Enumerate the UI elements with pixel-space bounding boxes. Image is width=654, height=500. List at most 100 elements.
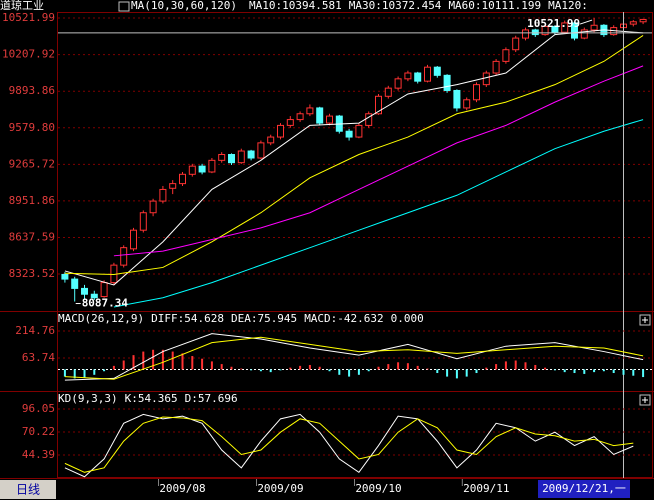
macd-bar xyxy=(387,364,390,370)
macd-bar xyxy=(73,369,76,379)
candle-body xyxy=(571,22,578,39)
macd-bar xyxy=(504,361,507,370)
macd-bar xyxy=(269,369,272,373)
macd-bar xyxy=(93,369,96,375)
candle-body xyxy=(228,154,235,164)
legend-entry: MACD:-42.632 xyxy=(304,312,383,325)
y-tick-label: 63.74 xyxy=(22,351,55,364)
macd-bar xyxy=(103,369,106,372)
candle-body xyxy=(90,293,98,299)
macd-bar xyxy=(642,369,645,378)
macd-bar xyxy=(201,358,204,370)
macd-bar xyxy=(299,365,302,370)
macd-bar xyxy=(250,369,253,371)
macd-bar xyxy=(259,369,262,372)
candle-body xyxy=(267,136,275,144)
candle-body xyxy=(541,25,549,36)
macd-bar xyxy=(583,369,586,374)
macd-bar xyxy=(289,367,292,370)
indicator-line xyxy=(64,416,634,473)
macd-bar xyxy=(524,362,527,370)
period-tab[interactable] xyxy=(0,480,56,499)
candle-body xyxy=(188,165,196,175)
macd-bar xyxy=(220,364,223,370)
candle-body xyxy=(100,282,108,298)
macd-bar xyxy=(161,349,164,370)
y-tick-label: 10207.92 xyxy=(2,48,55,61)
indicator-line xyxy=(113,119,644,308)
panel-title: 道琼工业 xyxy=(0,0,44,12)
y-tick-label: 44.39 xyxy=(22,448,55,461)
macd-bar xyxy=(152,349,155,370)
indicator-line xyxy=(113,65,644,257)
zero-label: 0.000 xyxy=(391,312,424,325)
candle-body xyxy=(512,37,520,51)
cursor-date-box xyxy=(538,480,630,498)
macd-bar xyxy=(416,365,419,370)
macd-bar xyxy=(465,369,468,377)
plus-icon xyxy=(642,317,648,323)
macd-bar xyxy=(563,369,566,373)
candle-body xyxy=(198,165,206,173)
candle-body xyxy=(81,287,88,295)
candle-body xyxy=(159,188,167,202)
candle-body xyxy=(296,113,304,121)
x-tick-label: 2009/08 xyxy=(159,482,205,495)
macd-bar xyxy=(210,361,213,370)
macd-bar xyxy=(544,367,547,370)
candle-body xyxy=(384,87,392,97)
macd-bar xyxy=(612,369,615,374)
candle-body xyxy=(257,142,265,159)
plus-icon xyxy=(642,397,648,403)
indicator-line xyxy=(64,35,644,275)
macd-bar xyxy=(367,369,370,372)
legend-entry: MA30:10372.454 xyxy=(349,0,442,12)
macd-bar xyxy=(63,369,66,377)
macd-bar xyxy=(230,366,233,370)
extreme-leader xyxy=(579,19,593,25)
macd-bar xyxy=(514,360,517,370)
y-tick-label: 8323.52 xyxy=(9,267,55,280)
candle-body xyxy=(551,25,559,33)
candle-body xyxy=(326,115,333,124)
legend-entry: MA10:10394.581 xyxy=(249,0,342,12)
macd-bar xyxy=(318,366,321,370)
macd-bar xyxy=(328,369,331,372)
macd-bar xyxy=(132,355,135,370)
frame xyxy=(57,12,653,478)
candle-body xyxy=(345,130,353,138)
macd-bar xyxy=(377,366,380,370)
indicator-label: MA(10,30,60,120) xyxy=(131,0,237,12)
candle-body xyxy=(473,84,480,101)
candle-body xyxy=(531,29,539,36)
y-tick-label: 70.22 xyxy=(22,425,55,438)
candle-body xyxy=(286,119,294,126)
candle-body xyxy=(139,212,147,231)
candle-body xyxy=(639,18,647,23)
candle-body xyxy=(375,95,382,115)
y-tick-label: 9265.72 xyxy=(9,157,55,170)
indicator-line xyxy=(64,333,644,381)
indicator-icon[interactable] xyxy=(118,1,130,12)
legend-entry: MA60:10111.199 xyxy=(448,0,541,12)
x-tick-label: 2009/10 xyxy=(355,482,401,495)
macd-bar xyxy=(181,353,184,370)
candle-body xyxy=(492,60,500,74)
candle-body xyxy=(443,74,451,91)
cursor-date: 2009/12/21,一 xyxy=(542,482,626,495)
macd-bar xyxy=(593,369,596,373)
macd-bar xyxy=(279,369,282,371)
macd-bar xyxy=(475,369,478,374)
legend-entry: K:54.365 xyxy=(125,392,178,405)
candle-body xyxy=(355,124,363,138)
candle-body xyxy=(61,273,69,280)
candle-body xyxy=(502,49,510,62)
candle-body xyxy=(316,107,324,124)
legend-entry: DEA:75.945 xyxy=(231,312,297,325)
macd-bar xyxy=(348,369,351,377)
y-tick-label: 8637.59 xyxy=(9,230,55,243)
macd-bar xyxy=(534,364,537,370)
